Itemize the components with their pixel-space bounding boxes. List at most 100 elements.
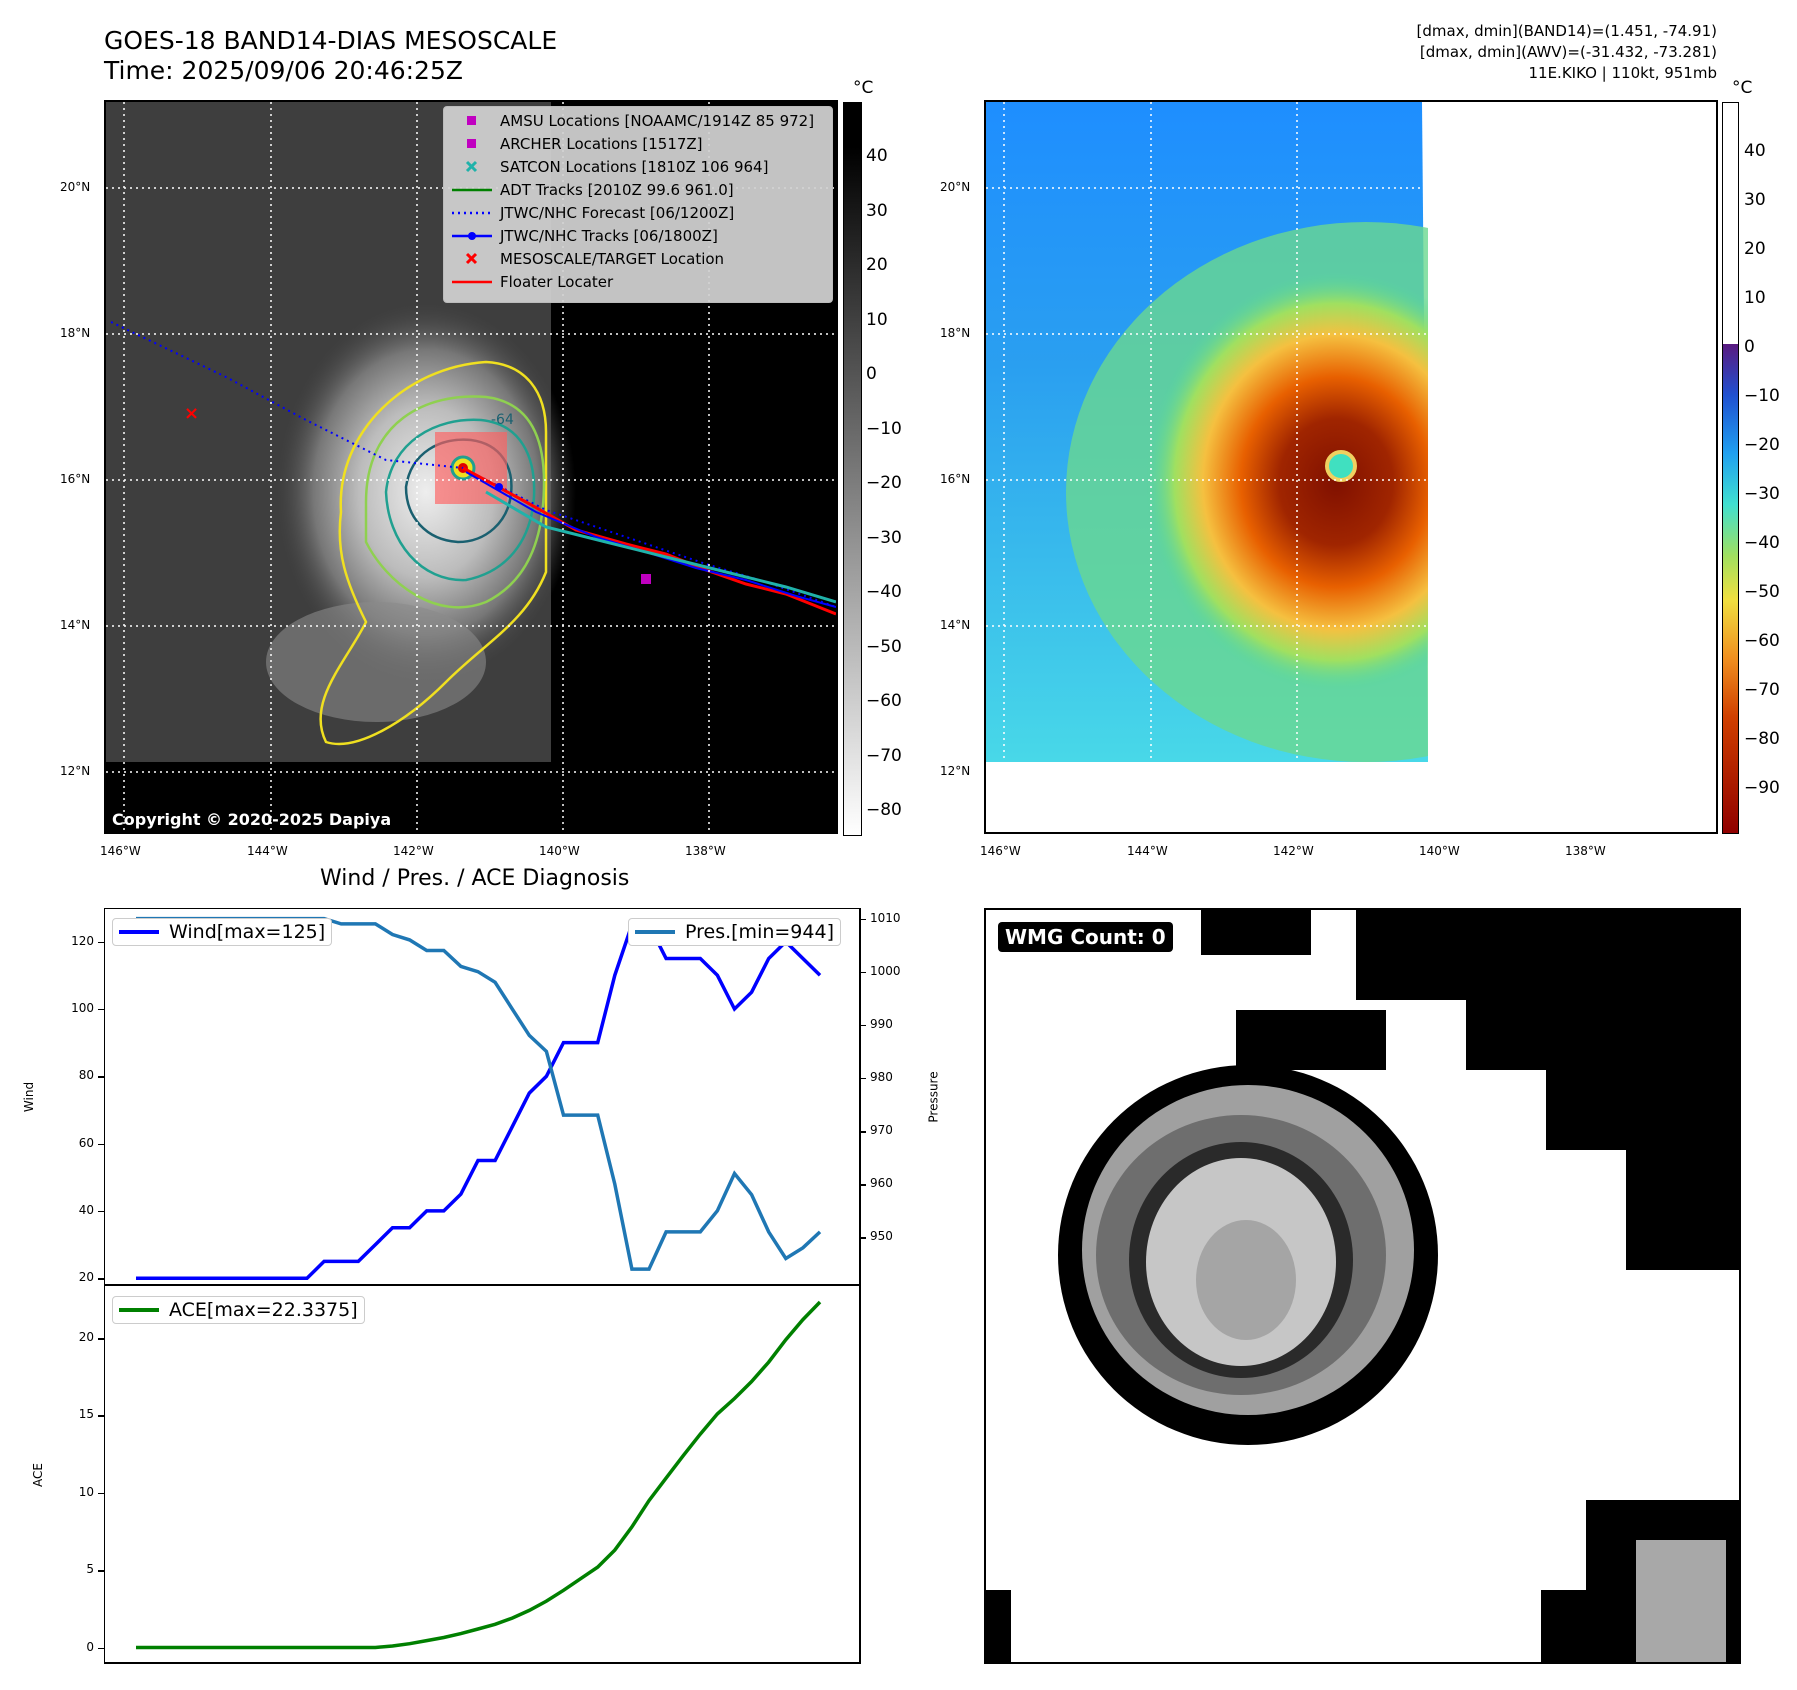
x-marker-icon — [465, 252, 478, 265]
ir-map-panel: -64 × Copyright © 2020-2025 Dapiya AMSU … — [104, 100, 838, 834]
lat-label-18n: 18°N — [60, 326, 91, 340]
legend-item-floater: Floater Locater — [452, 272, 613, 292]
wmg-count-badge: WMG Count: 0 — [998, 922, 1173, 952]
wind-tick-mark — [98, 941, 104, 944]
x-marker-icon — [465, 160, 478, 173]
wind-tick-mark — [98, 1143, 104, 1146]
lat-label-20n: 20°N — [60, 180, 91, 194]
pressure-tick-mark — [860, 1237, 866, 1239]
lon-label-140w: 140°W — [539, 844, 580, 858]
contour-yellow — [319, 360, 548, 746]
awv-lon-label-144w: 144°W — [1127, 844, 1168, 858]
wmg-panel: WMG Count: 0 — [984, 908, 1741, 1664]
pressure-tick-label: 970 — [870, 1123, 893, 1137]
ace-tick-mark — [98, 1338, 104, 1340]
pressure-tick-label: 990 — [870, 1016, 893, 1031]
wind-pressure-plot — [104, 908, 861, 1286]
awv-lon-label-138w: 138°W — [1565, 844, 1606, 858]
ir-colorbar-tick-label: 40 — [866, 146, 888, 166]
ir-colorbar-tick-label: −80 — [866, 800, 902, 820]
wind-plot-frame — [104, 908, 861, 1286]
map-legend: AMSU Locations [NOAAMC/1914Z 85 972] ARC… — [443, 106, 833, 303]
awv-colorbar-tick-label: −20 — [1744, 435, 1780, 455]
diagnosis-title: Wind / Pres. / ACE Diagnosis — [320, 866, 630, 891]
pressure-axis-label: Pressure — [926, 1071, 941, 1123]
ace-plot-frame — [104, 1284, 861, 1664]
pressure-tick-mark — [860, 1077, 866, 1080]
lon-label-144w: 144°W — [247, 844, 288, 858]
pressure-tick-mark — [860, 1024, 866, 1027]
ir-colorbar-tick-label: −40 — [866, 582, 902, 602]
pressure-tick-label: 1000 — [870, 963, 901, 978]
awv-colorbar — [1722, 102, 1739, 834]
ir-colorbar-tick-label: −10 — [866, 418, 902, 439]
ir-colorbar-tick-label: 20 — [866, 255, 888, 275]
ace-tick-mark — [98, 1415, 104, 1417]
wind-tick-label: 40 — [78, 1202, 94, 1217]
storm-info: 11E.KIKO | 110kt, 951mb — [1528, 64, 1717, 82]
awv-colorbar-tick-label: −80 — [1744, 729, 1780, 749]
no-data-bottom — [986, 762, 1428, 832]
awv-lon-label-142w: 142°W — [1273, 844, 1314, 858]
awv-colorbar-tick-label: −50 — [1744, 582, 1780, 602]
pressure-tick-label: 1010 — [870, 910, 901, 925]
square-marker-icon — [467, 116, 476, 125]
legend-item-target: MESOSCALE/TARGET Location — [452, 249, 724, 269]
wind-tick-mark — [98, 1210, 104, 1213]
awv-colorbar-tick-label: 10 — [1744, 288, 1766, 308]
amsu-location — [641, 574, 651, 584]
satcon-track — [485, 490, 836, 604]
awv-colorbar-tick-label: −90 — [1744, 778, 1780, 798]
ace-plot — [104, 1284, 861, 1664]
pressure-tick-label: 960 — [870, 1176, 893, 1191]
awv-colorbar-tick-label: 40 — [1744, 141, 1766, 161]
lat-label-14n: 14°N — [60, 618, 91, 632]
pressure-series-line — [136, 916, 822, 1271]
nhc-track — [465, 471, 836, 608]
awv-lat-label-20n: 20°N — [940, 180, 971, 194]
figure-title: GOES-18 BAND14-DIAS MESOSCALE — [104, 26, 558, 55]
lon-label-138w: 138°W — [685, 844, 726, 858]
square-marker-icon — [467, 139, 476, 148]
awv-colorbar-tick-label: 30 — [1744, 190, 1766, 210]
wind-axis-label: Wind — [22, 1081, 37, 1113]
awv-eye — [1325, 450, 1357, 482]
ir-colorbar-tick-label: −20 — [866, 473, 902, 493]
ace-tick-mark — [98, 1570, 104, 1572]
wind-tick-label: 120 — [71, 933, 94, 948]
pressure-tick-mark — [860, 1184, 866, 1186]
rainband-cloud — [266, 602, 486, 722]
lon-label-142w: 142°W — [393, 844, 434, 858]
contour-teal — [384, 418, 536, 582]
ace-legend-line — [119, 1308, 159, 1312]
ir-colorbar-tick-label: 30 — [866, 200, 888, 221]
legend-item-archer: ARCHER Locations [1517Z] — [452, 134, 703, 154]
awv-lat-label-16n: 16°N — [940, 472, 971, 486]
pressure-tick-mark — [860, 918, 866, 921]
awv-lat-label-14n: 14°N — [940, 618, 971, 632]
dotted-line-icon — [452, 211, 492, 215]
ir-colorbar-tick-label: −30 — [866, 527, 902, 548]
ace-tick-label: 20 — [78, 1330, 94, 1345]
awv-map-panel — [984, 100, 1718, 834]
no-data-region — [1428, 102, 1716, 832]
pressure-tick-mark — [860, 971, 866, 974]
pressure-tick-label: 950 — [870, 1229, 893, 1244]
awv-colorbar-tick-label: −40 — [1744, 533, 1780, 553]
wind-legend: Wind[max=125] — [112, 918, 333, 946]
ir-colorbar-unit: °C — [853, 78, 874, 98]
legend-item-satcon: SATCON Locations [1810Z 106 964] — [452, 157, 768, 177]
ace-tick-label: 0 — [86, 1639, 94, 1654]
ir-colorbar-tick-label: −60 — [866, 691, 902, 711]
ace-legend: ACE[max=22.3375] — [112, 1296, 365, 1324]
wind-series-line — [136, 923, 822, 1281]
copyright-text: Copyright © 2020-2025 Dapiya — [112, 810, 392, 829]
line-marker-icon — [452, 280, 492, 284]
ace-tick-label: 5 — [86, 1562, 94, 1577]
info-band14: [dmax, dmin](BAND14)=(1.451, -74.91) — [1416, 22, 1717, 40]
nhc-point — [495, 483, 503, 491]
wind-tick-mark — [98, 1278, 104, 1280]
legend-item-amsu: AMSU Locations [NOAAMC/1914Z 85 972] — [452, 111, 814, 131]
ace-tick-mark — [98, 1492, 104, 1495]
awv-map-image — [986, 102, 1716, 832]
